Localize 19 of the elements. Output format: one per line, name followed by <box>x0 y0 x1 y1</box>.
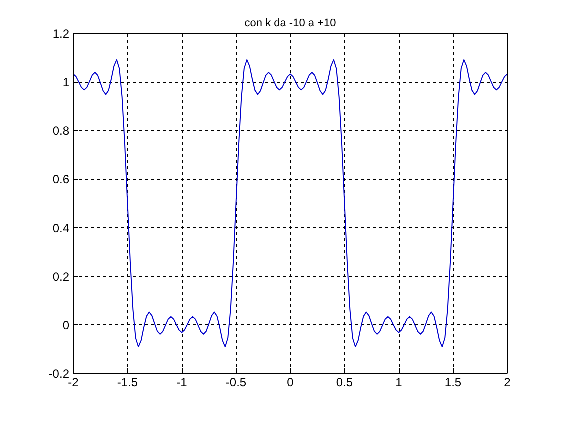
x-tick-label: 0 <box>287 376 294 390</box>
y-tick-label: -0.2 <box>48 367 70 381</box>
y-tick-label: 0.8 <box>52 124 70 138</box>
x-tick-label: -1 <box>176 376 188 390</box>
x-tick-label: 0.5 <box>336 376 354 390</box>
x-tick-label: -1.5 <box>117 376 138 390</box>
y-tick-label: 0.4 <box>52 221 70 236</box>
x-tick-label: 2 <box>504 376 512 390</box>
x-tick-label: 1.5 <box>444 376 462 390</box>
x-tick-label: -2 <box>68 376 80 390</box>
x-tick-label: -0.5 <box>226 376 247 390</box>
y-tick-label: 1 <box>62 76 70 90</box>
y-tick-label: 0.2 <box>52 270 70 284</box>
y-tick-label: 1.2 <box>52 27 70 41</box>
chart-title: con k da -10 a +10 <box>244 18 336 30</box>
x-tick-label: 1 <box>396 376 403 390</box>
line-series <box>74 59 508 348</box>
y-tick-label: 0.6 <box>52 172 70 187</box>
y-tick-label: 0 <box>62 318 70 332</box>
